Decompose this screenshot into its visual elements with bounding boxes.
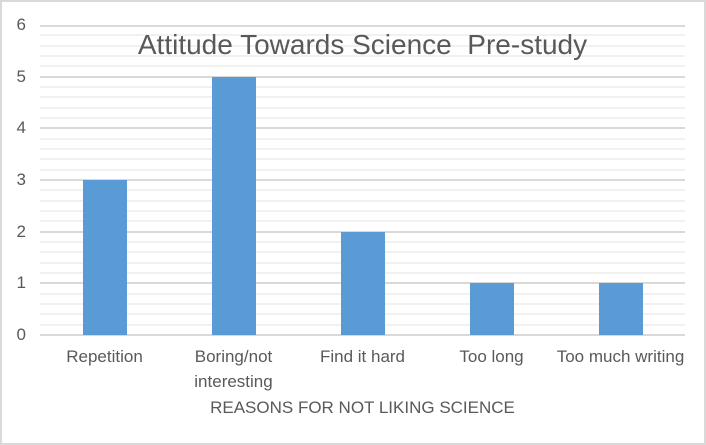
minor-gridline xyxy=(40,86,685,88)
chart-title: Attitude Towards Science Pre-study xyxy=(137,29,588,60)
minor-gridline xyxy=(40,189,685,192)
bar-1 xyxy=(82,180,127,335)
x-axis-line xyxy=(40,334,685,336)
minor-gridline xyxy=(40,65,685,68)
minor-gridline xyxy=(40,199,685,202)
y-tick-label: 3 xyxy=(16,170,26,189)
y-tick-label: 2 xyxy=(16,221,26,241)
minor-gridline xyxy=(40,55,685,57)
category-label: Too long xyxy=(459,347,524,366)
category-label: Too much writing xyxy=(556,347,685,366)
y-tick-label: 4 xyxy=(16,118,26,138)
category-label: Repetition xyxy=(66,347,143,366)
minor-gridline xyxy=(40,137,685,140)
minor-gridline xyxy=(40,117,685,119)
minor-gridline xyxy=(40,34,685,37)
minor-gridline xyxy=(40,148,685,150)
minor-gridline xyxy=(40,168,685,171)
category-label: Find it hard xyxy=(319,347,406,366)
y-tick-label: 0 xyxy=(16,325,26,344)
x-axis-title: REASONS FOR NOT LIKING SCIENCE xyxy=(210,398,515,417)
bar-5 xyxy=(598,283,643,335)
major-gridline xyxy=(40,179,685,181)
major-gridline xyxy=(40,230,685,233)
plot-area xyxy=(40,25,685,336)
major-gridline xyxy=(40,75,685,78)
major-gridline xyxy=(40,25,685,27)
minor-gridline xyxy=(40,96,685,99)
y-tick-label: 5 xyxy=(16,66,26,86)
category-label: Boring/not interesting xyxy=(194,347,273,391)
minor-gridline xyxy=(40,44,685,47)
bar-4 xyxy=(469,283,514,335)
minor-gridline xyxy=(40,106,685,109)
y-tick-label: 1 xyxy=(16,273,26,293)
minor-gridline xyxy=(40,220,685,223)
major-gridline xyxy=(40,127,685,130)
y-tick-label: 6 xyxy=(16,15,26,34)
minor-gridline xyxy=(40,210,685,212)
bar-3 xyxy=(340,231,385,335)
bar-2 xyxy=(211,76,256,335)
minor-gridline xyxy=(40,158,685,161)
